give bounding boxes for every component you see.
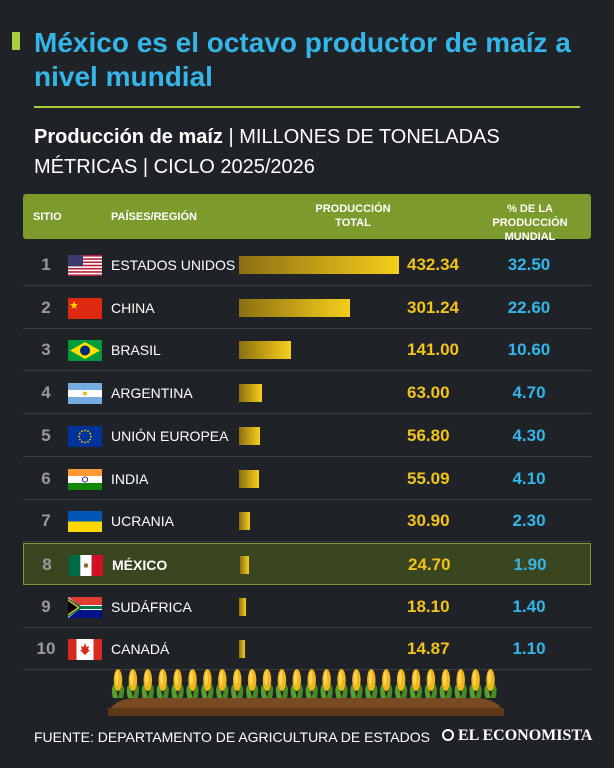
table-header: SITIO PAÍSES/REGIÓN PRODUCCIÓN TOTAL % D… [23, 194, 591, 243]
subtitle: Producción de maíz | MILLONES DE TONELAD… [34, 122, 584, 182]
row-rank: 9 [41, 596, 51, 616]
row-divider [23, 498, 591, 500]
table-row: 4 ARGENTINA 63.00 4.70 [23, 372, 591, 415]
row-divider [23, 626, 591, 628]
row-rank: 8 [42, 554, 52, 574]
flag-brazil-icon [68, 340, 102, 362]
production-value-label: 56.80 [407, 425, 450, 445]
flag-china-icon [68, 297, 102, 319]
table-row: 7 UCRANIA 30.90 2.30 [23, 500, 591, 543]
logo-text: EL ECONOMISTA [458, 727, 593, 744]
row-divider [23, 455, 591, 457]
subtitle-bold: Producción de maíz [34, 126, 223, 148]
production-bar [239, 256, 399, 274]
row-country: UCRANIA [111, 513, 175, 530]
row-country: SUDÁFRICA [111, 598, 192, 615]
production-value-label: 24.70 [408, 554, 451, 574]
corn-field-illustration [104, 664, 508, 716]
row-divider [23, 413, 591, 415]
row-rank: 2 [41, 297, 51, 317]
row-rank: 5 [41, 425, 51, 445]
header-porcentaje: % DE LA PRODUCCIÓN MUNDIAL [492, 203, 568, 243]
share-value-label: 1.10 [512, 639, 546, 659]
share-value-label: 10.60 [507, 340, 551, 360]
production-bar [240, 555, 250, 574]
production-bar [239, 298, 351, 317]
production-bar [239, 469, 260, 488]
row-divider [23, 669, 591, 671]
row-country: ARGENTINA [111, 385, 193, 402]
production-bar [239, 640, 245, 659]
flag-ukraine-icon [68, 511, 102, 533]
share-value-label: 4.70 [512, 383, 546, 403]
share-value-label: 22.60 [507, 297, 551, 317]
table-row: 10 CANADÁ 14.87 1.10 [23, 628, 591, 671]
production-value-label: 432.34 [407, 255, 459, 274]
table-row: 6 INDIA 55.09 4.10 [23, 458, 591, 500]
share-value-label: 1.90 [513, 554, 547, 574]
table-row: 3 BRASIL 141.00 10.60 [23, 329, 591, 372]
row-rank: 6 [41, 468, 51, 488]
production-value-label: 14.87 [407, 639, 450, 659]
row-country: CHINA [111, 299, 155, 316]
flag-india-icon [68, 468, 102, 490]
row-divider [23, 370, 591, 372]
footer-source: FUENTE: DEPARTAMENTO DE AGRICULTURA DE E… [34, 729, 430, 745]
production-bar [239, 597, 246, 616]
flag-argentina-icon [68, 383, 102, 405]
corn-icon [108, 669, 504, 716]
production-value-label: 141.00 [407, 340, 459, 360]
flag-south-africa-icon [68, 596, 102, 618]
row-divider [23, 327, 591, 329]
title-accent-mark [12, 32, 20, 50]
production-value-label: 301.24 [407, 297, 459, 317]
title-divider [34, 106, 580, 108]
row-country: ESTADOS UNIDOS [111, 257, 236, 273]
share-value-label: 1.40 [512, 596, 546, 616]
subtitle-units: | MILLONES DE TONELADAS MÉTRICAS | CICLO… [34, 126, 500, 178]
production-bar [239, 384, 263, 403]
table-row: 5 UNIÓN EUROPEA 56.80 4.30 [23, 415, 591, 457]
production-bar [239, 512, 251, 531]
header-paises: PAÍSES/REGIÓN [111, 211, 197, 223]
table-row: 2 CHINA 301.24 22.60 [23, 287, 591, 329]
header-produccion: PRODUCCIÓN TOTAL [315, 203, 391, 229]
publisher-logo: EL ECONOMISTA [442, 727, 592, 745]
production-bar [239, 341, 292, 360]
table-row: 9 SUDÁFRICA 18.10 1.40 [23, 586, 591, 628]
share-value-label: 4.10 [512, 468, 546, 488]
row-rank: 7 [41, 511, 51, 531]
production-value-label: 55.09 [407, 468, 450, 488]
row-country: MÉXICO [112, 556, 168, 573]
share-value-label: 2.30 [512, 511, 546, 531]
production-value-label: 30.90 [407, 511, 450, 531]
row-rank: 4 [41, 383, 51, 403]
page-title: México es el octavo productor de maíz a … [34, 27, 571, 92]
row-rank: 3 [41, 340, 51, 360]
flag-mexico-icon [69, 554, 103, 576]
flag-usa-icon [68, 255, 102, 276]
share-value-label: 32.50 [507, 255, 551, 274]
header-sitio: SITIO [33, 211, 62, 223]
share-value-label: 4.30 [512, 425, 546, 445]
row-country: INDIA [111, 470, 149, 487]
row-country: CANADÁ [111, 641, 170, 658]
row-country: UNIÓN EUROPEA [111, 427, 229, 444]
row-rank: 1 [41, 255, 51, 274]
logo-mark-icon [442, 729, 454, 741]
table-row: 8 MÉXICO 24.70 1.90 [23, 542, 591, 585]
flag-eu-icon [68, 425, 102, 447]
table-row: 1 ESTADOS UNIDOS 432.34 32.50 [23, 244, 591, 286]
row-country: BRASIL [111, 342, 161, 359]
flag-canada-icon [68, 639, 102, 661]
row-rank: 10 [36, 639, 56, 659]
row-divider [23, 541, 591, 543]
row-divider [23, 285, 591, 286]
production-value-label: 18.10 [407, 596, 450, 616]
production-bar [239, 426, 261, 445]
production-value-label: 63.00 [407, 383, 450, 403]
